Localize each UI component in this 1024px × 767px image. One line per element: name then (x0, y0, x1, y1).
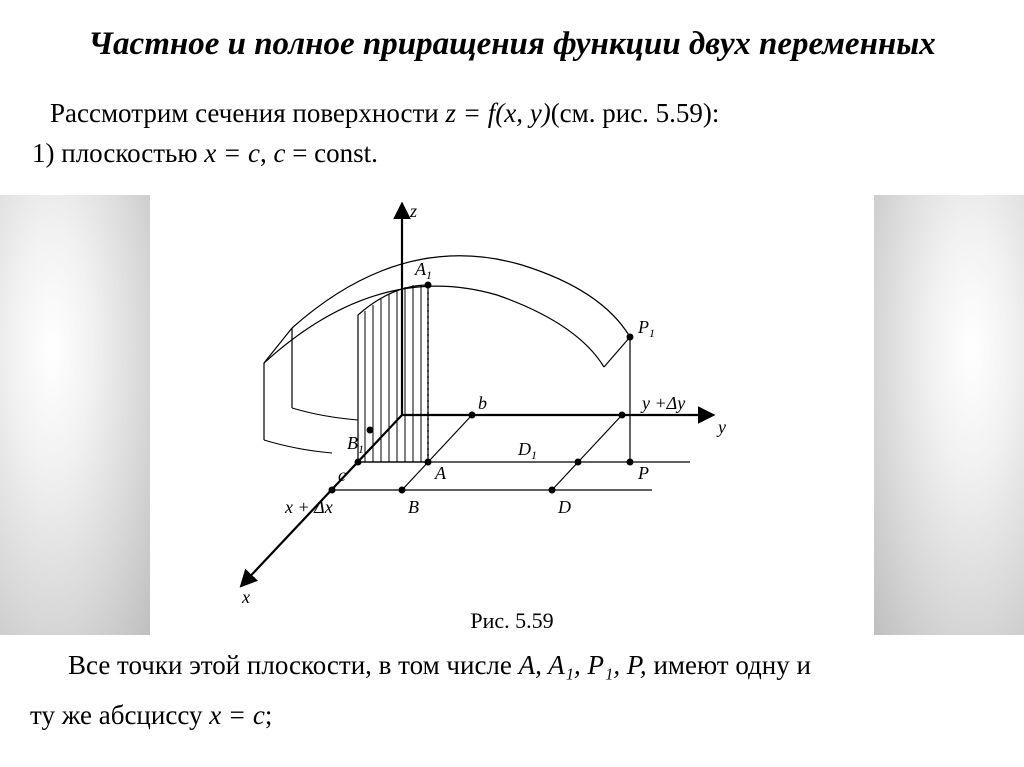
label-xdx: x + Δx (284, 497, 333, 517)
surface-edge (264, 328, 292, 363)
surface-edge (497, 295, 604, 367)
label-D1: D1 (517, 439, 537, 462)
footer2-xc: x = c (209, 700, 265, 730)
page: { "title": "Частное и полное приращения … (0, 0, 1024, 767)
intro2-const: = const. (285, 138, 377, 168)
figure-caption: Рис. 5.59 (0, 608, 1024, 634)
label-P1: P1 (637, 317, 655, 340)
surface-diagram: z y x A1 P1 b y +Δy c A D1 P B1 x + Δx B… (152, 195, 872, 635)
label-B1: B1 (347, 433, 364, 456)
point-D1 (575, 459, 582, 466)
footer-line-2: ту же абсциссу x = c; (30, 700, 272, 731)
footer2-a: ту же абсциссу (30, 700, 209, 730)
formula-c: c (273, 138, 285, 168)
label-c: c (338, 465, 346, 485)
surface-base (264, 440, 332, 453)
grid-line (552, 415, 622, 490)
label-P: P (637, 463, 649, 483)
label-B: B (408, 497, 419, 517)
footer-text-a: Все точки этой плоскости, в том числе (68, 650, 519, 680)
surface-edge (604, 337, 630, 367)
surface-edge (522, 265, 630, 337)
label-x: x (241, 587, 250, 607)
point-b (469, 412, 476, 419)
label-A1: A1 (414, 259, 432, 282)
right-gradient-panel (874, 195, 1024, 635)
intro-line-1: Рассмотрим сечения поверхности z = f(x, … (50, 98, 719, 129)
label-y: y (716, 417, 726, 437)
point-B1 (367, 427, 374, 434)
label-ydy: y +Δy (640, 393, 685, 413)
page-title: Частное и полное приращения функции двух… (0, 26, 1024, 63)
point-ydy (619, 412, 626, 419)
left-gradient-panel (0, 195, 150, 635)
point-D (549, 487, 556, 494)
intro2-text: 1) плоскостью (32, 138, 204, 168)
footer2-semi: ; (265, 700, 273, 730)
footer-text-b: имеют одну и (647, 650, 811, 680)
surface-base (292, 408, 358, 420)
intro-line-2: 1) плоскостью x = c, c = const. (32, 138, 378, 169)
label-A: A (434, 463, 447, 483)
point-xdx (329, 487, 336, 494)
footer-points: A, A₁, P₁, P, (519, 650, 647, 680)
intro-text: Рассмотрим сечения поверхности (50, 98, 446, 128)
footer-line-1: Все точки этой плоскости, в том числе A,… (68, 650, 811, 681)
intro2-comma: , (260, 138, 274, 168)
section-plane-outline (358, 285, 428, 462)
intro-text-tail: (см. рис. 5.59): (551, 98, 720, 128)
formula-zfxy: z = f(x, y) (446, 98, 551, 128)
label-b: b (478, 393, 487, 413)
formula-xc: x = c (204, 138, 260, 168)
hatch (365, 285, 421, 462)
point-B (399, 487, 406, 494)
label-D: D (557, 497, 571, 517)
label-z: z (409, 201, 417, 221)
